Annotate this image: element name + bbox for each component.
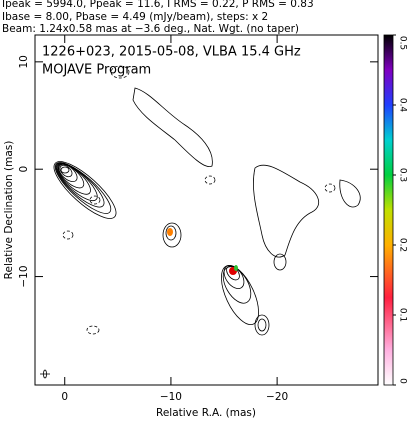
colorbar-tick-label: 0.1 [398, 308, 408, 322]
plot-frame [34, 34, 379, 386]
contour [53, 161, 117, 219]
colorbar-tick-label: 0 [398, 378, 408, 384]
y-axis-label: Relative Declination (mas) [3, 141, 15, 280]
contour [56, 162, 98, 202]
header-line: Beam: 1.24x0.58 mas at −3.6 deg., Nat. W… [2, 23, 299, 35]
contour [55, 162, 105, 208]
x-tick-label: 0 [61, 391, 68, 403]
polarization-spot [167, 228, 173, 236]
contour [86, 325, 100, 335]
x-tick-label: −10 [160, 391, 182, 403]
contour [54, 162, 112, 214]
contour [162, 222, 182, 248]
x-tick-label: −20 [266, 391, 288, 403]
contour [324, 183, 336, 193]
core-contours [53, 161, 117, 219]
chart-title: 1226+023, 2015-05-08, VLBA 15.4 GHz [42, 45, 301, 60]
y-tick-label: −10 [18, 265, 30, 287]
contour [59, 164, 73, 178]
colorbar-tick-label: 0.4 [398, 98, 408, 113]
contour [57, 163, 91, 195]
contour [57, 163, 85, 189]
contour [60, 166, 70, 174]
polarization-spot [234, 265, 238, 271]
colorbar-tick-label: 0.5 [398, 36, 408, 50]
contour [132, 87, 213, 168]
y-tick-label: 0 [18, 166, 30, 173]
contour [223, 265, 245, 289]
contour [110, 65, 130, 79]
contour [62, 230, 74, 240]
contour [273, 253, 287, 271]
contour [257, 318, 267, 332]
contour [89, 195, 101, 205]
contour [339, 179, 361, 208]
contour [253, 164, 320, 258]
chart-subtitle: MOJAVE Program [42, 63, 151, 78]
contours [40, 65, 361, 379]
header-line: Ipeak = 5994.0, Ppeak = 11.6, I RMS = 0.… [2, 0, 314, 10]
colorbar [383, 34, 394, 386]
contour [58, 163, 78, 183]
component-contours [162, 222, 287, 336]
contour [165, 225, 177, 241]
contour [254, 314, 270, 336]
header-line: Ibase = 8.00, Pbase = 4.49 (mJy/beam), s… [2, 11, 268, 23]
x-axis-label: Relative R.A. (mas) [156, 407, 256, 419]
y-tick-label: 10 [18, 55, 30, 68]
colorbar-tick-label: 0.3 [398, 168, 408, 182]
contour [204, 175, 216, 185]
colorbar-tick-label: 0.2 [398, 238, 408, 252]
